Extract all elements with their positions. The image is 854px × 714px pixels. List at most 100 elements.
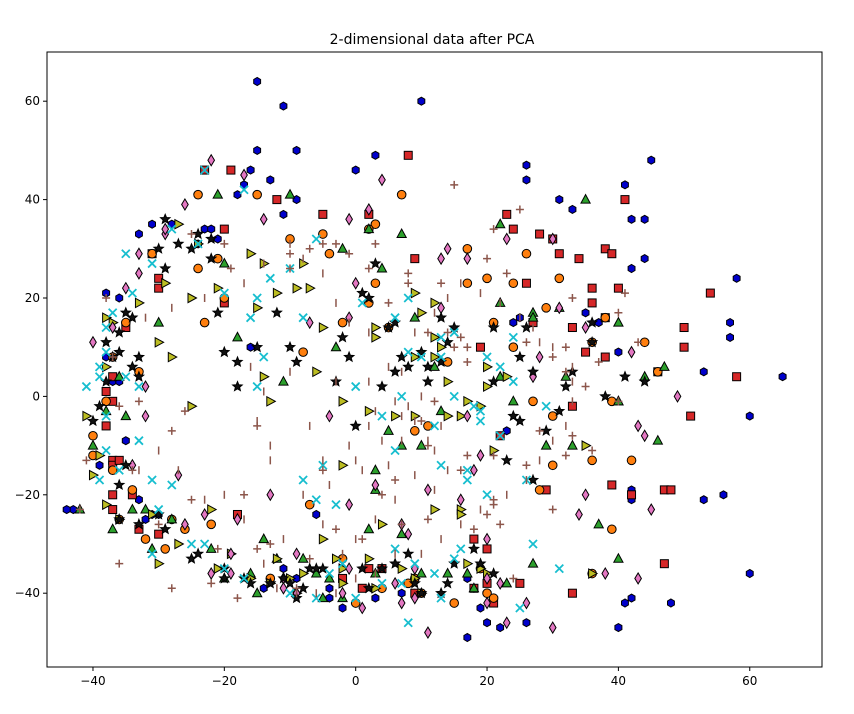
data-point [383, 424, 394, 435]
data-point [206, 519, 216, 530]
data-point [581, 382, 590, 391]
data-point [686, 411, 696, 421]
data-point [259, 212, 268, 226]
data-point [253, 76, 262, 87]
data-point [391, 410, 402, 422]
data-point [101, 421, 111, 431]
data-point [102, 499, 113, 511]
data-point [272, 195, 282, 205]
data-point [476, 448, 485, 462]
data-point [587, 455, 597, 466]
data-point [140, 534, 151, 544]
data-point [640, 254, 649, 264]
data-point [600, 244, 610, 254]
data-point [435, 311, 448, 323]
data-point [102, 294, 111, 302]
data-point [114, 455, 124, 465]
data-point [404, 279, 413, 288]
data-point [135, 266, 143, 280]
data-point [213, 563, 224, 575]
data-point [207, 224, 216, 234]
data-point [246, 342, 255, 352]
data-point [634, 571, 642, 585]
data-point [547, 411, 558, 421]
data-point [364, 202, 373, 216]
data-point [159, 522, 172, 535]
data-point [626, 455, 637, 466]
data-point [778, 372, 787, 382]
data-point [463, 632, 472, 643]
data-point [305, 554, 314, 563]
data-point [467, 542, 480, 555]
data-point [325, 409, 334, 423]
data-point [305, 316, 314, 330]
data-point [292, 547, 301, 561]
data-point [430, 397, 439, 406]
data-point [535, 350, 544, 364]
data-point [461, 567, 473, 578]
data-point [508, 332, 518, 342]
data-point [443, 328, 452, 337]
data-point [547, 460, 558, 471]
data-point [403, 293, 413, 303]
data-point [336, 331, 349, 343]
data-point [154, 336, 165, 348]
y-tick-label: 0 [32, 389, 40, 403]
data-point [82, 456, 91, 465]
data-point [371, 150, 380, 160]
data-point [259, 583, 268, 593]
data-point [469, 534, 479, 544]
data-point [312, 509, 321, 520]
data-point [95, 460, 104, 470]
data-point [377, 518, 389, 530]
data-point [475, 416, 486, 426]
data-point [369, 257, 382, 269]
data-point [417, 96, 426, 106]
data-point [410, 287, 421, 299]
data-point [527, 473, 540, 486]
data-point [154, 558, 165, 570]
data-point [417, 417, 426, 425]
data-point [167, 584, 176, 593]
data-point [513, 350, 526, 363]
data-point [218, 345, 231, 358]
data-point [421, 375, 435, 387]
data-point [89, 335, 97, 349]
data-point [417, 307, 428, 319]
data-point [212, 188, 224, 199]
data-point [128, 466, 137, 475]
data-point [559, 380, 572, 392]
data-point [364, 564, 374, 574]
data-point [719, 490, 728, 500]
data-point [127, 288, 138, 298]
data-point [581, 488, 590, 502]
data-point [371, 593, 380, 603]
data-point [351, 165, 360, 175]
data-point [449, 554, 459, 564]
data-point [463, 395, 474, 407]
data-point [613, 283, 623, 293]
data-point [500, 454, 513, 466]
data-point [191, 547, 205, 560]
data-point [403, 618, 413, 628]
data-point [436, 332, 446, 342]
data-point [456, 493, 465, 507]
data-point [568, 431, 577, 440]
data-point [213, 544, 222, 553]
data-point [108, 490, 118, 500]
data-point [331, 500, 341, 510]
data-point [462, 475, 472, 485]
data-point [318, 460, 328, 470]
series-brown-plus [75, 180, 643, 603]
data-point [607, 524, 617, 535]
data-point [404, 269, 413, 278]
data-point [343, 350, 356, 363]
data-point [338, 395, 349, 407]
data-point [391, 576, 399, 590]
data-point [397, 520, 406, 529]
data-point [193, 239, 203, 249]
data-point [100, 335, 113, 348]
data-point [621, 598, 629, 608]
data-point [515, 603, 525, 613]
data-point [259, 352, 269, 362]
